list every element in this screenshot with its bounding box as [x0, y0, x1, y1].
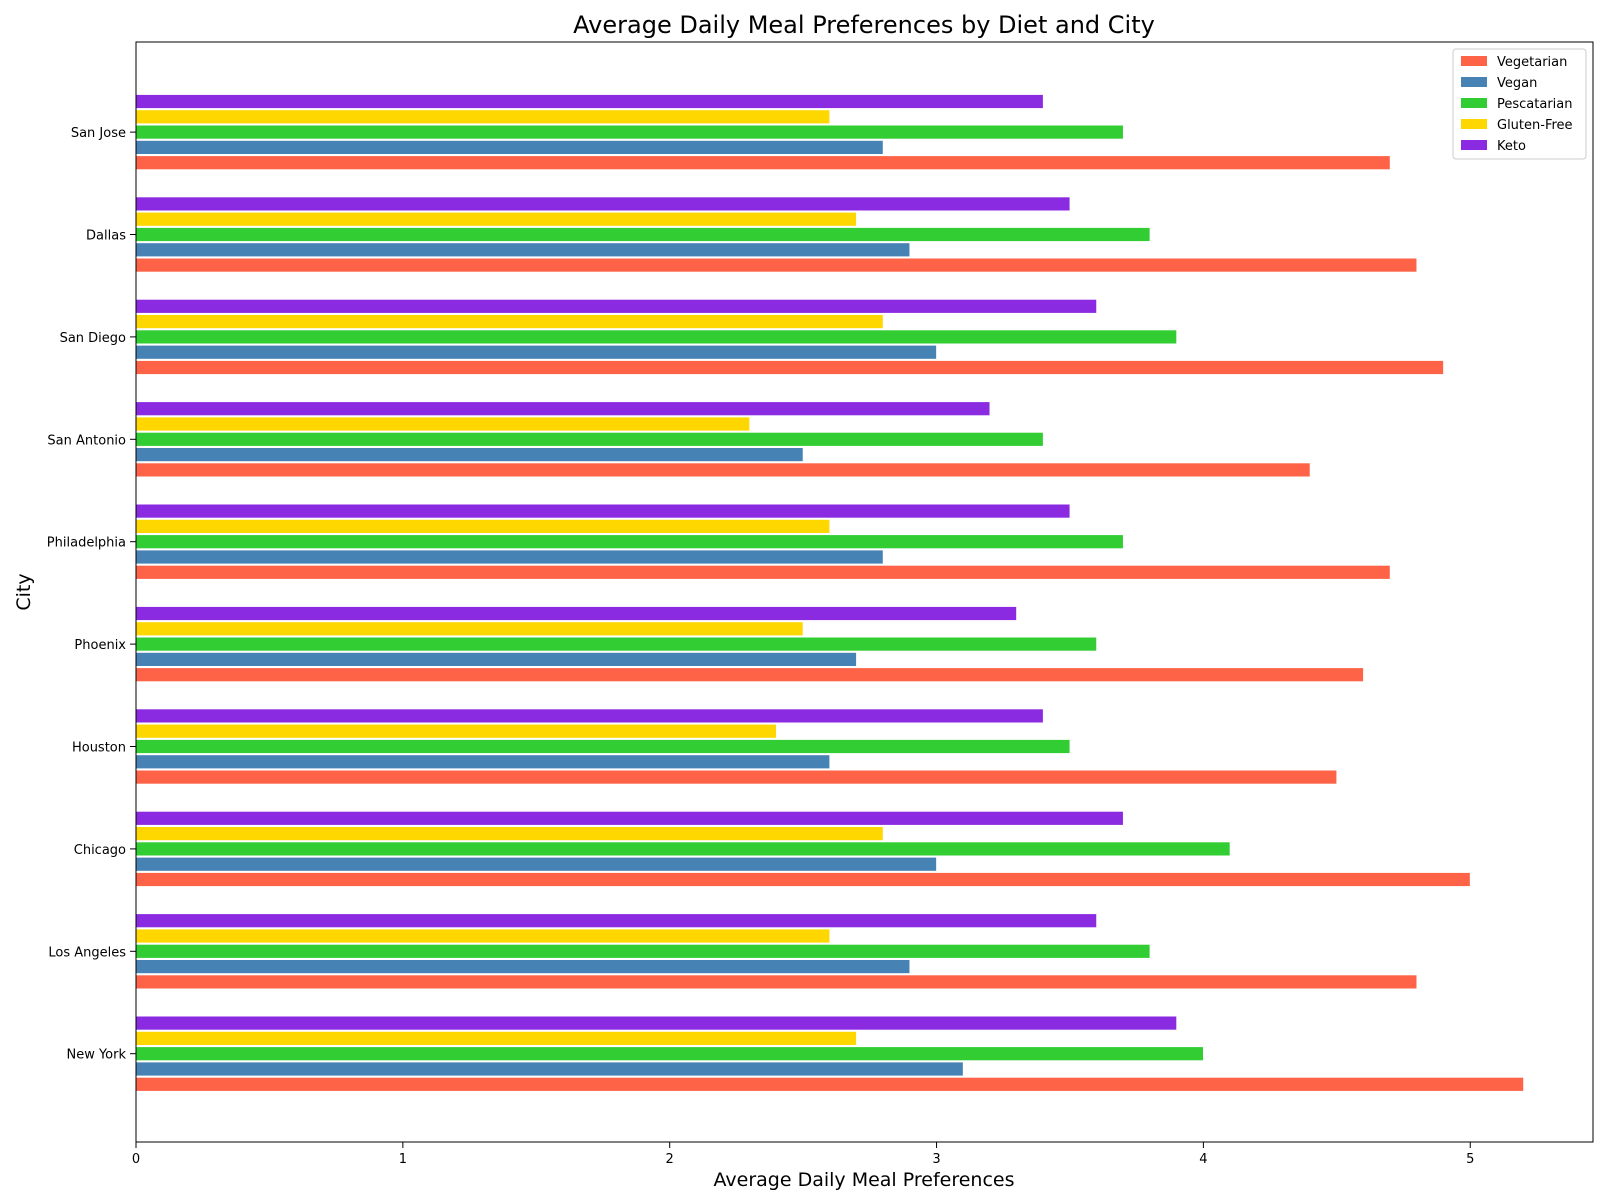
legend-box: [1452, 48, 1587, 160]
y-tick-label: San Antonio: [47, 433, 126, 448]
bar-vegan-new-york: [135, 1061, 964, 1077]
bars-layer: [135, 94, 1525, 1092]
bar-gluten-free-chicago: [135, 826, 884, 841]
legend-swatch: [1461, 56, 1487, 66]
bar-keto-chicago: [135, 810, 1124, 826]
bar-vegetarian-chicago: [135, 872, 1471, 887]
bar-pescatarian-philadelphia: [135, 534, 1124, 550]
bar-vegetarian-philadelphia: [135, 564, 1391, 580]
bar-keto-houston: [135, 708, 1044, 724]
y-axis-ticks: New York Los Angeles Chicago Houston Phoenix…: [47, 126, 136, 1063]
y-tick-label: Chicago: [74, 843, 126, 858]
bar-vegetarian-los-angeles: [135, 974, 1418, 990]
legend-swatch: [1461, 77, 1487, 87]
bar-vegan-chicago: [135, 856, 937, 872]
y-tick-label: Dallas: [86, 229, 126, 244]
bar-gluten-free-san-jose: [135, 109, 831, 125]
bar-keto-san-diego: [135, 298, 1098, 314]
bar-vegan-los-angeles: [135, 959, 911, 974]
bar-vegetarian-san-jose: [135, 155, 1391, 171]
bar-gluten-free-phoenix: [135, 621, 804, 637]
bar-pescatarian-dallas: [135, 227, 1151, 242]
y-tick-label: Houston: [72, 741, 126, 756]
bar-pescatarian-san-antonio: [135, 431, 1044, 447]
bar-vegetarian-phoenix: [135, 667, 1364, 683]
bar-keto-san-antonio: [135, 401, 991, 417]
bar-vegan-phoenix: [135, 652, 857, 667]
bar-keto-new-york: [135, 1015, 1178, 1031]
legend-swatch: [1461, 98, 1487, 108]
chart-title: Average Daily Meal Preferences by Diet a…: [573, 11, 1155, 39]
x-tick-label: 4: [1199, 1152, 1207, 1167]
bar-pescatarian-houston: [135, 739, 1071, 754]
y-tick-label: Philadelphia: [47, 536, 126, 551]
legend-entry: Vegan: [1497, 76, 1537, 91]
bar-vegan-san-diego: [135, 344, 937, 360]
bar-gluten-free-new-york: [135, 1031, 857, 1046]
bar-pescatarian-chicago: [135, 841, 1231, 857]
bar-gluten-free-houston: [135, 723, 777, 739]
x-axis-ticks: 0 1 2 3 4 5: [132, 1142, 1474, 1167]
plot-frame: [135, 41, 1594, 1143]
y-tick-label: Los Angeles: [48, 945, 126, 960]
bar-vegan-san-jose: [135, 139, 884, 155]
bar-pescatarian-san-diego: [135, 329, 1178, 345]
y-tick-label: Phoenix: [74, 638, 126, 653]
bar-gluten-free-philadelphia: [135, 519, 831, 534]
bar-keto-dallas: [135, 196, 1071, 212]
bar-vegetarian-san-antonio: [135, 462, 1311, 478]
bar-vegetarian-houston: [135, 769, 1338, 785]
bar-vegan-houston: [135, 754, 831, 770]
bar-vegetarian-san-diego: [135, 360, 1444, 375]
x-tick-label: 0: [132, 1152, 140, 1167]
bar-pescatarian-phoenix: [135, 636, 1098, 652]
bar-gluten-free-dallas: [135, 211, 857, 227]
bar-pescatarian-los-angeles: [135, 943, 1151, 959]
legend-entry: Gluten-Free: [1497, 118, 1573, 133]
bar-vegan-san-antonio: [135, 447, 804, 463]
bar-vegan-philadelphia: [135, 549, 884, 565]
y-tick-label: San Jose: [71, 126, 126, 141]
bar-vegetarian-dallas: [135, 257, 1418, 273]
legend: Vegetarian Vegan Pescatarian Gluten-Free Ket…: [1452, 48, 1587, 160]
x-axis-label: Average Daily Meal Preferences: [714, 1169, 1015, 1191]
legend-swatch: [1461, 140, 1487, 150]
bar-gluten-free-los-angeles: [135, 928, 831, 944]
x-tick-label: 2: [666, 1152, 674, 1167]
bar-pescatarian-san-jose: [135, 124, 1124, 140]
y-tick-label: New York: [66, 1048, 126, 1063]
legend-entry: Vegetarian: [1497, 55, 1567, 70]
legend-entry: Keto: [1497, 139, 1526, 154]
x-tick-label: 5: [1466, 1152, 1474, 1167]
bar-vegan-dallas: [135, 242, 911, 258]
bar-keto-los-angeles: [135, 913, 1098, 929]
bar-pescatarian-new-york: [135, 1046, 1204, 1062]
bar-keto-san-jose: [135, 94, 1044, 109]
bar-gluten-free-san-antonio: [135, 416, 751, 432]
bar-keto-phoenix: [135, 606, 1018, 621]
legend-swatch: [1461, 119, 1487, 129]
y-axis-label: City: [13, 573, 35, 610]
bar-keto-philadelphia: [135, 503, 1071, 519]
x-tick-label: 3: [932, 1152, 940, 1167]
y-tick-label: San Diego: [60, 331, 126, 346]
bar-gluten-free-san-diego: [135, 314, 884, 330]
x-tick-label: 1: [399, 1152, 407, 1167]
legend-entry: Pescatarian: [1497, 97, 1573, 112]
bar-vegetarian-new-york: [135, 1076, 1525, 1092]
